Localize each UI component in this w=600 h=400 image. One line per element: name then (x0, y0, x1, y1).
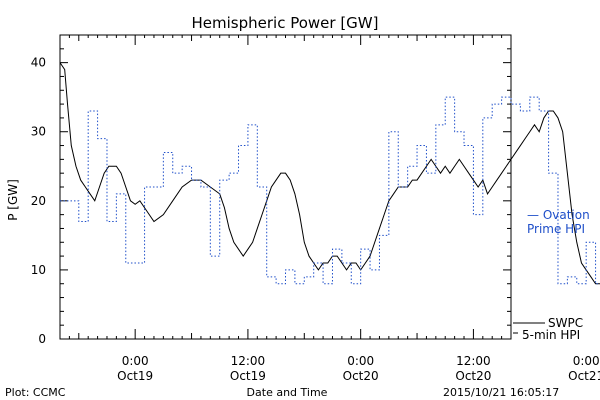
x-tick-date-label: Oct19 (117, 369, 153, 383)
series-group (59, 62, 600, 285)
legend-swpc: SWPC 5-min HPI (513, 316, 583, 342)
x-tick-date-label: Oct20 (343, 369, 379, 383)
x-tick-time-label: 12:00 (456, 354, 491, 368)
x-tick-time-label: 0:00 (122, 354, 149, 368)
x-tick-date-label: Oct19 (230, 369, 266, 383)
series-line-ovation (60, 96, 600, 285)
x-tick-date-label: Oct20 (455, 369, 491, 383)
y-tick-label: 10 (31, 263, 46, 277)
x-tick-time-label: 0:00 (573, 354, 600, 368)
x-axis: 0:00Oct1912:00Oct190:00Oct2012:00Oct200:… (59, 35, 600, 383)
y-tick-label: 20 (31, 194, 46, 208)
x-axis-label: Date and Time (247, 386, 328, 399)
plot-frame (59, 34, 512, 340)
x-tick-date-label: Oct21 (568, 369, 600, 383)
y-axis: 0 10 20 30 40 (31, 34, 511, 346)
legend-ovation: — Ovation Prime HPI (527, 208, 590, 236)
x-tick-time-label: 12:00 (231, 354, 266, 368)
chart-title: Hemispheric Power [GW] (192, 14, 379, 32)
y-axis-label: P [GW] (6, 179, 20, 221)
footer-timestamp: 2015/10/21 16:05:17 (443, 386, 559, 399)
y-tick-label: 30 (31, 125, 46, 139)
legend-swpc-label: SWPC (548, 316, 583, 330)
legend-ovation-label: — Ovation (527, 208, 590, 222)
y-tick-label: 0 (38, 332, 46, 346)
footer-credit: Plot: CCMC (5, 386, 66, 399)
y-tick-label: 40 (31, 56, 46, 70)
legend-swpc-label-2: 5-min HPI (522, 328, 580, 342)
series-line-swpc (59, 62, 600, 285)
legend-ovation-label-2: Prime HPI (527, 222, 585, 236)
x-tick-time-label: 0:00 (347, 354, 374, 368)
